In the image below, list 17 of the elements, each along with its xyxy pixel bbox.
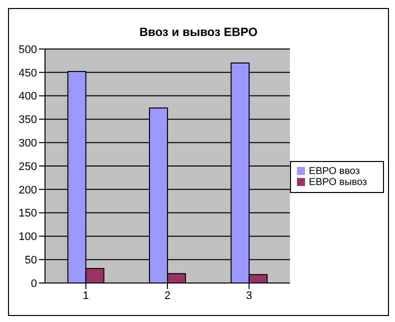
x-tick-label: 2 [164, 290, 171, 302]
y-tick-label: 500 [18, 44, 37, 56]
y-tick-label: 150 [18, 208, 37, 220]
y-tick-label: 400 [18, 90, 37, 103]
y-tick-label: 250 [18, 160, 37, 173]
y-tick-label: 50 [24, 254, 37, 267]
y-tick-label: 200 [18, 184, 37, 196]
y-tick-label: 350 [18, 114, 37, 126]
y-tick-label: 0 [30, 278, 37, 290]
legend-label: ЕВРО ввоз [308, 166, 360, 177]
y-tick-label: 300 [18, 138, 37, 150]
chart-title: Ввоз и вывоз ЕВРО [138, 25, 259, 41]
x-tick-label: 3 [246, 290, 252, 302]
x-tick-label: 1 [82, 290, 89, 302]
y-tick-label: 450 [18, 67, 37, 80]
legend-label: ЕВРО вывоз [308, 177, 367, 188]
y-tick-label: 100 [18, 231, 37, 244]
